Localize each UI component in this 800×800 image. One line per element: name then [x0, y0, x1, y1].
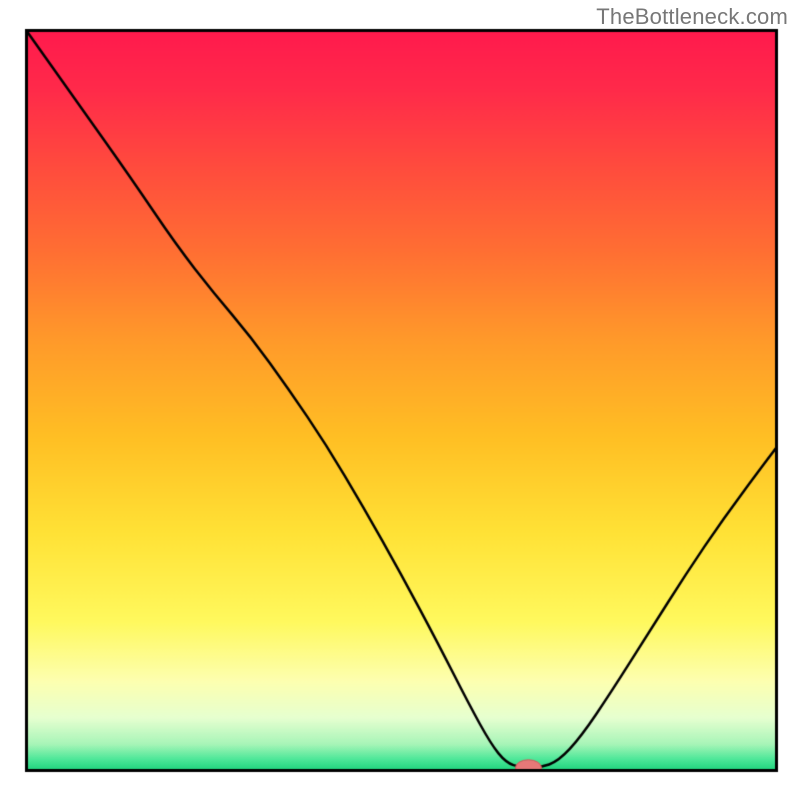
bottleneck-chart: [0, 0, 800, 800]
watermark-text: TheBottleneck.com: [596, 4, 788, 30]
